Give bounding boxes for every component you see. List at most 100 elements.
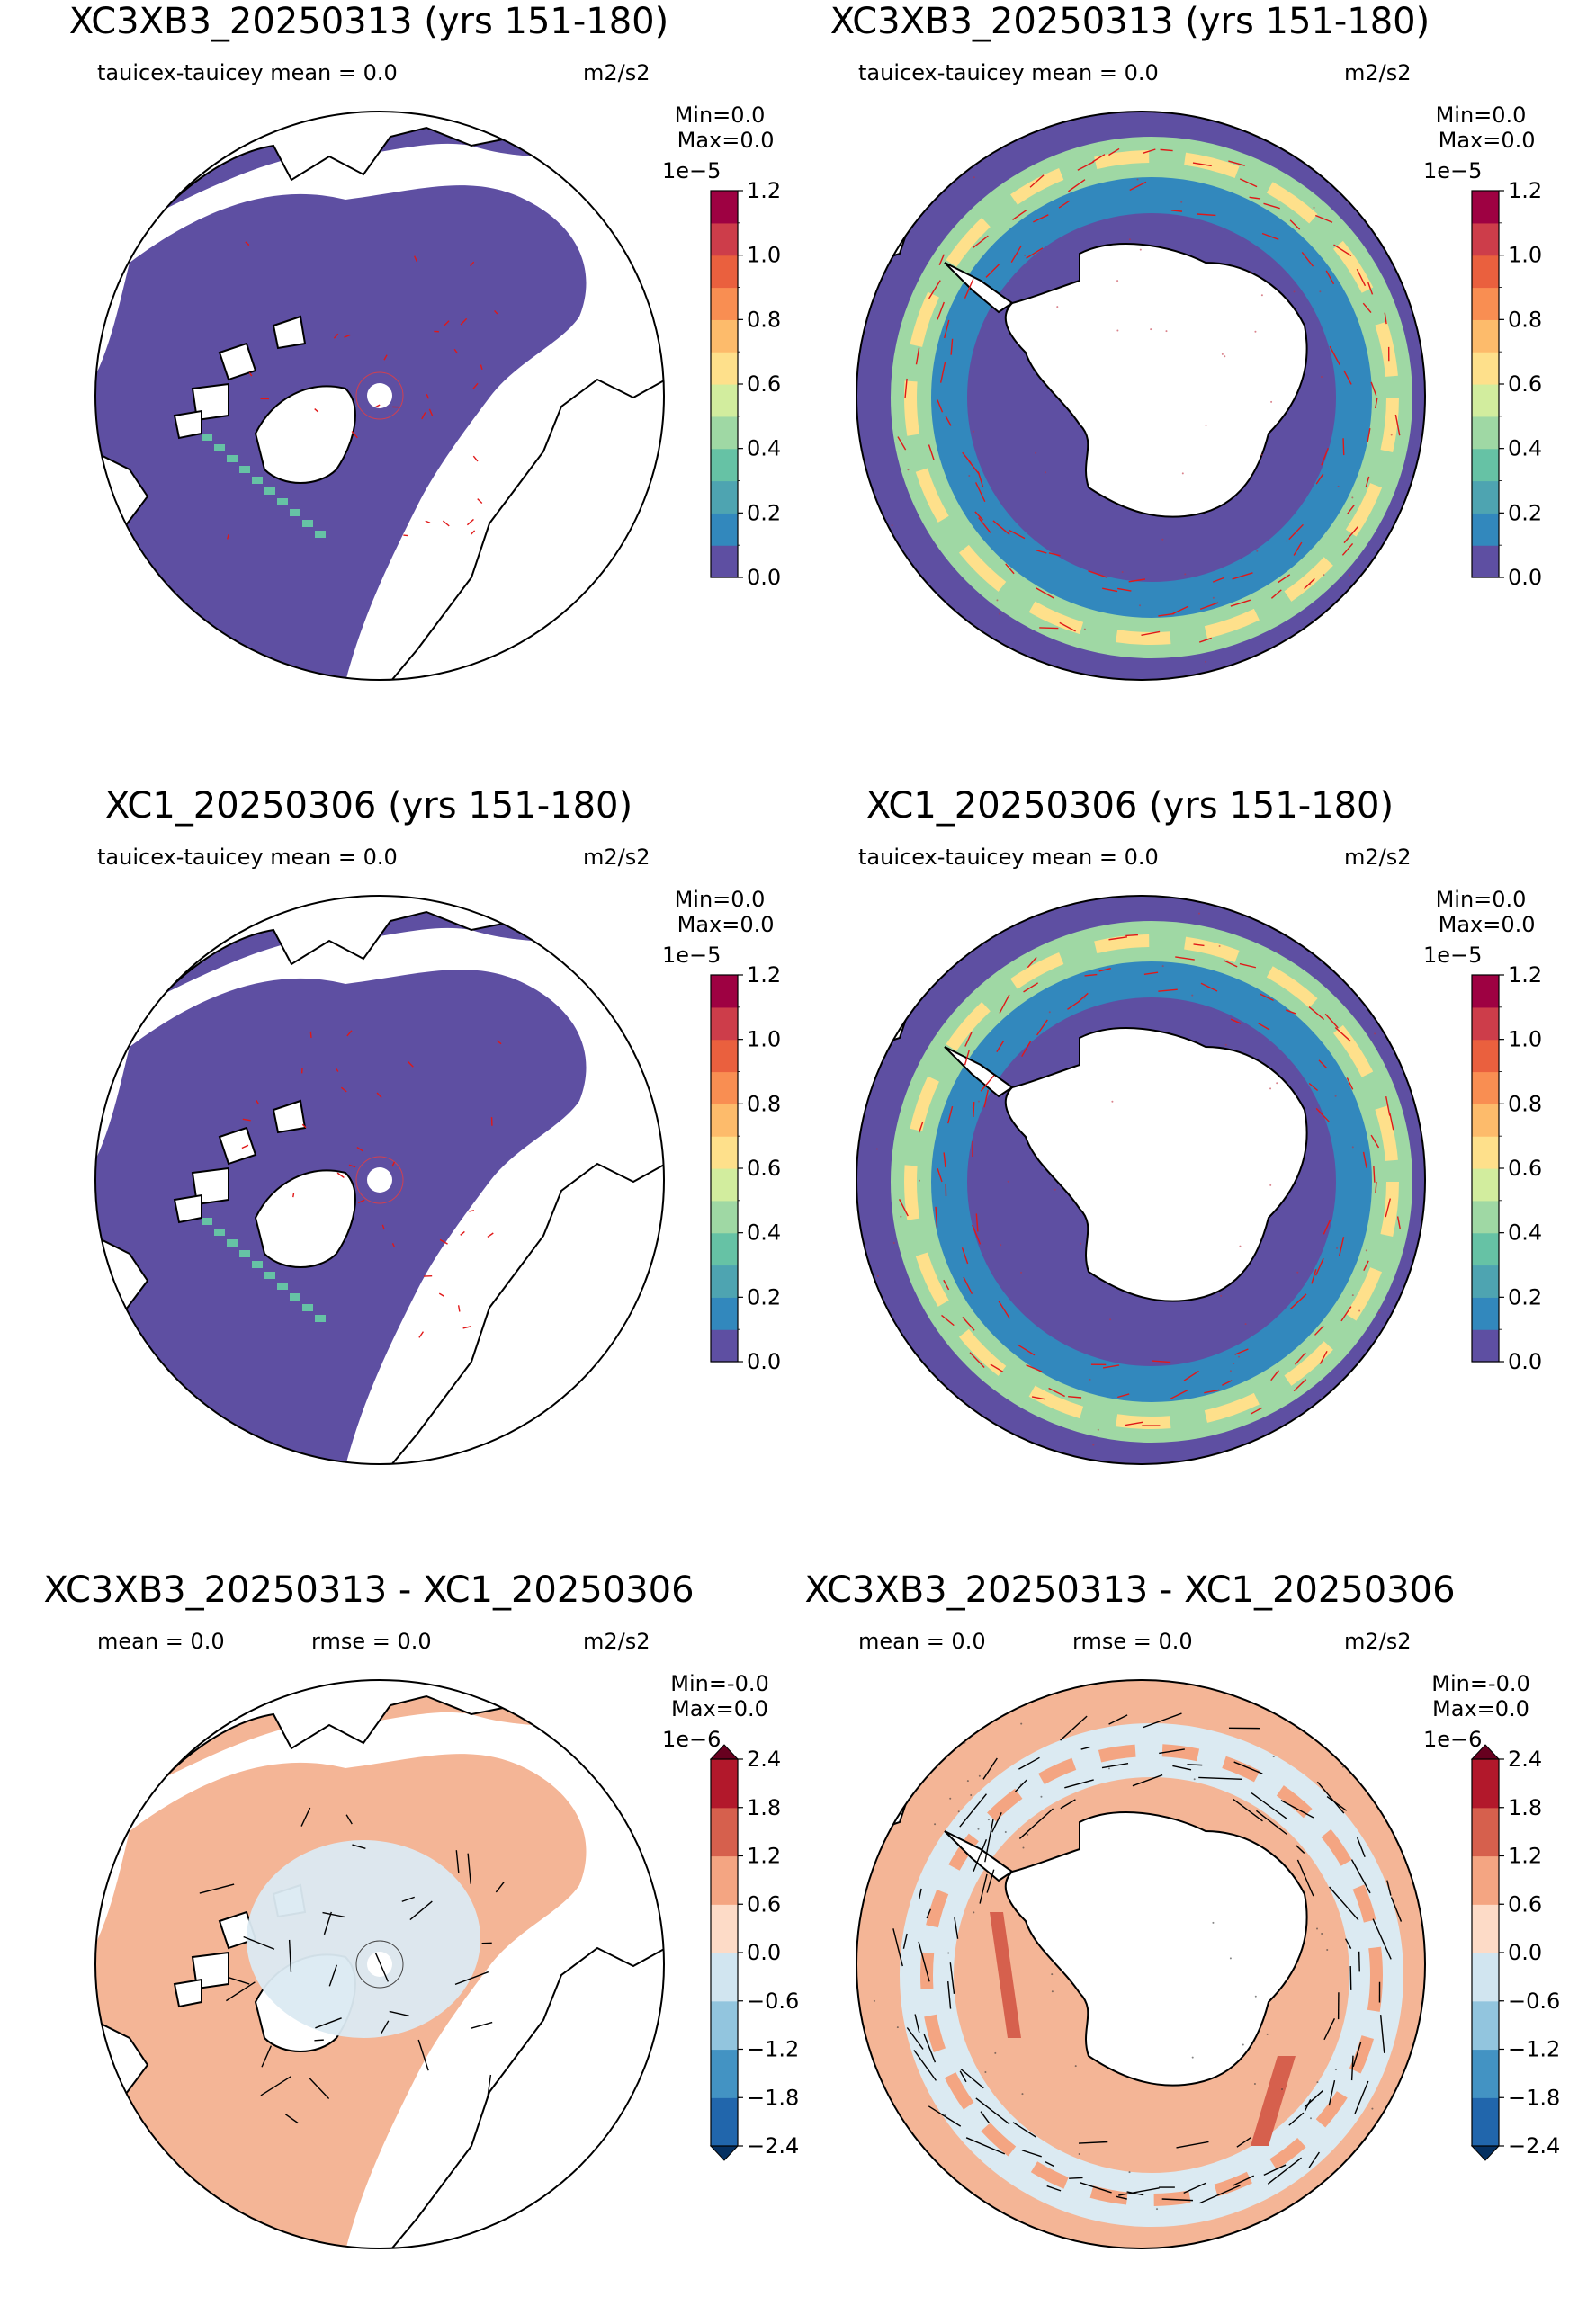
colorbar-segment: [1472, 1007, 1499, 1040]
colorbar-segment: [711, 1136, 738, 1168]
vector-dot: [1310, 115, 1312, 117]
vector-dot: [958, 1810, 960, 1812]
vector-dot: [863, 2117, 865, 2119]
vector-dot: [855, 587, 856, 589]
vector-dot: [1192, 2057, 1194, 2059]
south-polar-map: [855, 110, 1427, 682]
map-content: [855, 1678, 1427, 2250]
vector-dot: [1323, 1441, 1325, 1443]
panel-title: XC1_20250306 (yrs 151-180): [0, 784, 738, 827]
vector-dot: [1415, 1869, 1417, 1871]
vector-dot: [902, 948, 904, 950]
vector-dot: [901, 2159, 902, 2161]
colorbar-tick-label: 0.6: [1508, 1891, 1542, 1917]
vector-dot: [1116, 280, 1118, 282]
ice-edge-cell: [202, 1218, 212, 1225]
ice-edge-cell: [239, 1250, 250, 1257]
colorbar-exponent: 1e−6: [1423, 1727, 1482, 1752]
colorbar-tick-label: −0.6: [1508, 1989, 1560, 2014]
panel-units: m2/s2: [1344, 59, 1412, 86]
colorbar-tick-label: 0.6: [1508, 371, 1542, 397]
panel-units: m2/s2: [583, 1628, 650, 1655]
panel-title: XC3XB3_20250313 (yrs 151-180): [761, 0, 1499, 43]
vector-dot: [1335, 1095, 1337, 1097]
panel-units: m2/s2: [1344, 1628, 1412, 1655]
vector-dot: [1358, 1310, 1360, 1312]
stress-vector: [293, 1193, 294, 1197]
vector-dot: [944, 2114, 946, 2116]
ice-edge-cell: [302, 1304, 313, 1311]
vector-dot: [1352, 1294, 1354, 1296]
vector-dot: [1278, 950, 1279, 952]
vector-dot: [885, 134, 887, 136]
vector-dot: [1005, 1831, 1007, 1833]
stress-vector: [1039, 628, 1058, 629]
vector-dot: [1139, 604, 1141, 606]
vector-dot: [1273, 1756, 1275, 1757]
vector-dot: [973, 431, 974, 433]
panel-title: XC1_20250306 (yrs 151-180): [761, 784, 1499, 827]
vector-dot: [1338, 486, 1340, 487]
colorbar-segment: [711, 1168, 738, 1201]
colorbar-segment: [711, 288, 738, 320]
vector-dot: [1422, 227, 1424, 228]
north-polar-map: [94, 1678, 666, 2250]
colorbar-extend-min: [711, 2146, 738, 2160]
stress-vector: [973, 1102, 974, 1117]
vector-dot: [996, 599, 998, 601]
colorbar-segment: [1472, 1104, 1499, 1136]
colorbar-tick-label: 0.2: [1508, 500, 1542, 525]
vector-dot: [1295, 659, 1296, 661]
colorbar-segment: [711, 191, 738, 223]
colorbar-segment: [1472, 191, 1499, 223]
colorbar-segment: [1472, 2097, 1499, 2146]
panel-units: m2/s2: [583, 59, 650, 86]
vector-dot: [978, 1101, 980, 1103]
vector-dot: [1109, 1318, 1111, 1320]
landmass: [175, 411, 202, 438]
colorbar-segment: [711, 1953, 738, 2001]
vector-dot: [1021, 2093, 1023, 2095]
colorbar-segment: [711, 384, 738, 416]
colorbar-segment: [711, 975, 738, 1007]
vector-dot: [877, 1275, 879, 1277]
colorbar-segment: [711, 352, 738, 384]
ice-edge-cell: [227, 1239, 238, 1247]
vector-dot: [1245, 1323, 1247, 1325]
vector-dot: [1367, 2143, 1369, 2145]
colorbar-segment: [1472, 1233, 1499, 1265]
colorbar-tick-label: 1.8: [1508, 1795, 1542, 1820]
vector-dot: [1261, 294, 1263, 296]
vector-dot: [1289, 664, 1291, 666]
colorbar-segment: [1472, 1297, 1499, 1329]
panel-south-xc1: XC1_20250306 (yrs 151-180) tauicex-tauic…: [761, 784, 1535, 1540]
vector-dot: [1352, 1146, 1354, 1148]
pole-hole: [367, 1167, 392, 1193]
vector-dot: [1040, 1796, 1042, 1798]
vector-dot: [1188, 1032, 1189, 1033]
ice-edge-cell: [202, 434, 212, 441]
colorbar: −2.4−1.8−1.2−0.60.00.61.21.82.4: [1472, 1759, 1544, 2155]
vector-dot: [1336, 1247, 1338, 1249]
colorbar-segment: [1472, 2001, 1499, 2050]
ice-edge-cell: [277, 1283, 288, 1290]
panel-north-xc3xb3: XC3XB3_20250313 (yrs 151-180) tauicex-ta…: [0, 0, 774, 755]
vector-dot: [1356, 923, 1358, 925]
vector-dot: [892, 524, 893, 526]
panel-subtitle-mid: rmse = 0.0: [1072, 1628, 1193, 1655]
vector-dot: [1220, 1295, 1222, 1297]
vector-dot: [1233, 1363, 1234, 1364]
vector-dot: [1213, 597, 1215, 599]
colorbar-segment: [1472, 1904, 1499, 1953]
panel-north-xc1: XC1_20250306 (yrs 151-180) tauicex-tauic…: [0, 784, 774, 1540]
pole-hole: [367, 1952, 392, 1977]
colorbar-segment: [711, 416, 738, 449]
vector-dot: [1230, 1957, 1232, 1959]
ice-edge-cell: [264, 1272, 275, 1279]
colorbar-exponent: 1e−5: [1423, 158, 1482, 183]
colorbar: 0.00.20.40.60.81.01.2: [1472, 975, 1544, 1371]
vector-dot: [1238, 1356, 1240, 1358]
vector-dot: [1224, 355, 1225, 357]
colorbar-segment: [1472, 1808, 1499, 1856]
vector-dot: [1354, 969, 1356, 970]
